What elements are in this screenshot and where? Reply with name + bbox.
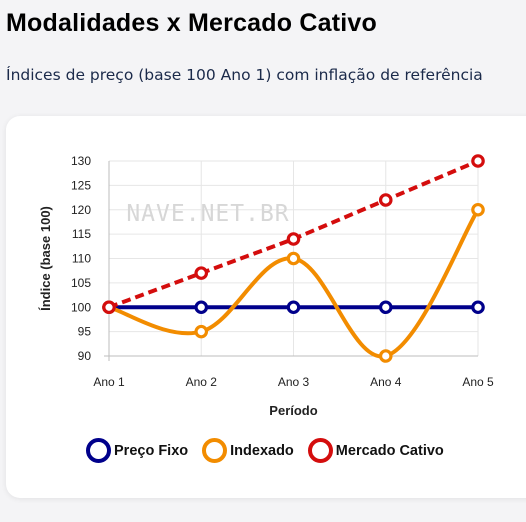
series-line-indexado bbox=[108, 208, 480, 359]
data-point-mercado-cativo bbox=[471, 154, 485, 168]
y-tick-label: 100 bbox=[71, 300, 91, 314]
watermark-text: NAVE.NET.BR bbox=[126, 201, 289, 227]
y-tick-label: 110 bbox=[72, 252, 91, 266]
page-subtitle: Índices de preço (base 100 Ano 1) com in… bbox=[6, 66, 483, 84]
legend-label: Indexado bbox=[230, 442, 294, 459]
legend-item-mercado-cativo[interactable]: Mercado Cativo bbox=[307, 438, 444, 463]
data-point-mercado-cativo bbox=[378, 193, 393, 207]
x-tick-label: Ano 3 bbox=[278, 375, 310, 389]
page-title: Modalidades x Mercado Cativo bbox=[6, 9, 377, 37]
data-point-preco-fixo bbox=[378, 300, 393, 315]
x-axis-title: Período bbox=[269, 403, 317, 418]
data-point-indexado bbox=[194, 324, 209, 339]
x-tick-label: Ano 1 bbox=[93, 375, 125, 389]
x-tick-label: Ano 5 bbox=[462, 375, 494, 389]
data-point-preco-fixo bbox=[471, 300, 485, 315]
x-tick-label: Ano 4 bbox=[370, 375, 402, 389]
legend-swatch bbox=[307, 438, 333, 463]
data-point-preco-fixo bbox=[286, 300, 301, 315]
legend-item-indexado[interactable]: Indexado bbox=[202, 438, 294, 463]
chart-legend: Preço Fixo Indexado Mercado Cativo bbox=[86, 438, 458, 463]
y-tick-label: 105 bbox=[71, 276, 91, 290]
y-tick-label: 125 bbox=[71, 178, 91, 192]
x-tick-label: Ano 2 bbox=[186, 375, 218, 389]
legend-label: Preço Fixo bbox=[114, 442, 189, 459]
data-point-indexado bbox=[286, 251, 301, 266]
y-axis-title: Índice (base 100) bbox=[38, 206, 53, 311]
y-tick-label: 120 bbox=[71, 203, 91, 217]
legend-swatch bbox=[202, 438, 228, 463]
y-tick-label: 130 bbox=[71, 154, 91, 168]
y-tick-label: 115 bbox=[72, 227, 91, 241]
legend-label: Mercado Cativo bbox=[335, 442, 444, 459]
data-point-preco-fixo bbox=[194, 300, 209, 315]
data-point-mercado-cativo bbox=[286, 232, 301, 246]
legend-swatch bbox=[86, 438, 111, 463]
legend-item-preco-fixo[interactable]: Preço Fixo bbox=[86, 438, 188, 463]
data-point-mercado-cativo bbox=[194, 266, 209, 280]
data-point-indexado bbox=[378, 349, 393, 363]
data-point-indexado bbox=[471, 202, 485, 217]
y-tick-label: 90 bbox=[78, 349, 92, 363]
series-mercado-cativo bbox=[102, 154, 485, 315]
data-point-mercado-cativo bbox=[102, 300, 116, 315]
y-tick-label: 95 bbox=[78, 325, 92, 339]
